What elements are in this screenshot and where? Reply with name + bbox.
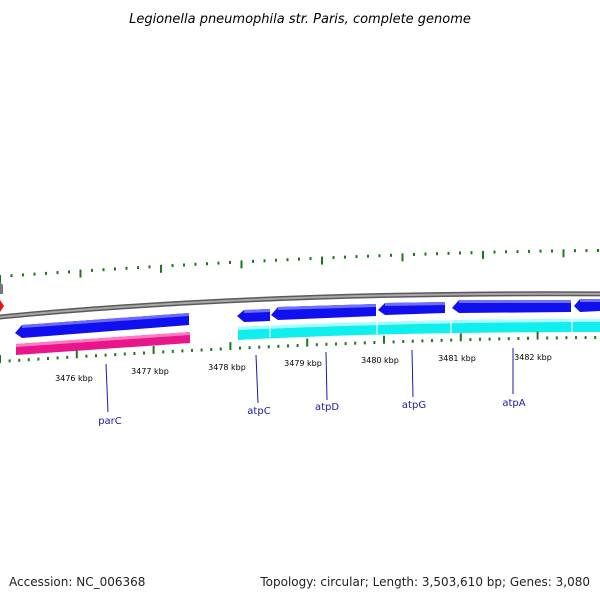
ruler-label: 3480 kbp [361, 356, 399, 365]
gene-label-atpG[interactable]: atpG [402, 400, 426, 411]
gene-label-atpD[interactable]: atpD [315, 402, 339, 413]
cds-forward-magenta-highlight [16, 332, 190, 347]
ruler-label: 3477 kbp [131, 367, 169, 376]
ruler-label: 3481 kbp [438, 354, 476, 363]
left-edge-mark [0, 282, 3, 294]
gene-label-parC[interactable]: parC [98, 416, 122, 427]
outer-tick-ring [0, 249, 599, 283]
ruler-label: 3479 kbp [284, 359, 322, 368]
gene-next-arrow[interactable] [574, 299, 600, 312]
gene-parC-arrow[interactable] [15, 313, 189, 338]
cds-cyan-highlight [238, 319, 600, 330]
genome-backbone-highlight [0, 292, 600, 319]
genome-title: Legionella pneumophila str. Paris, compl… [129, 12, 471, 27]
ruler-label: 3476 kbp [55, 374, 93, 383]
topology-text: Topology: circular; Length: 3,503,610 bp… [259, 575, 590, 589]
ruler-label: 3482 kbp [514, 353, 552, 362]
accession-text: Accession: NC_006368 [9, 575, 145, 589]
gene-label-lines [105, 348, 514, 413]
origin-marker [0, 300, 4, 312]
cds-cyan-dividers [269, 317, 573, 337]
gene-label-atpC[interactable]: atpC [247, 406, 270, 417]
atp-arrows-highlights [244, 299, 600, 313]
gene-parC-highlight [22, 313, 189, 328]
gene-label-atpA[interactable]: atpA [502, 398, 525, 409]
gene-atpA-arrow[interactable] [452, 300, 571, 313]
ruler-label: 3478 kbp [208, 363, 246, 372]
inner-tick-ring [0, 331, 597, 363]
